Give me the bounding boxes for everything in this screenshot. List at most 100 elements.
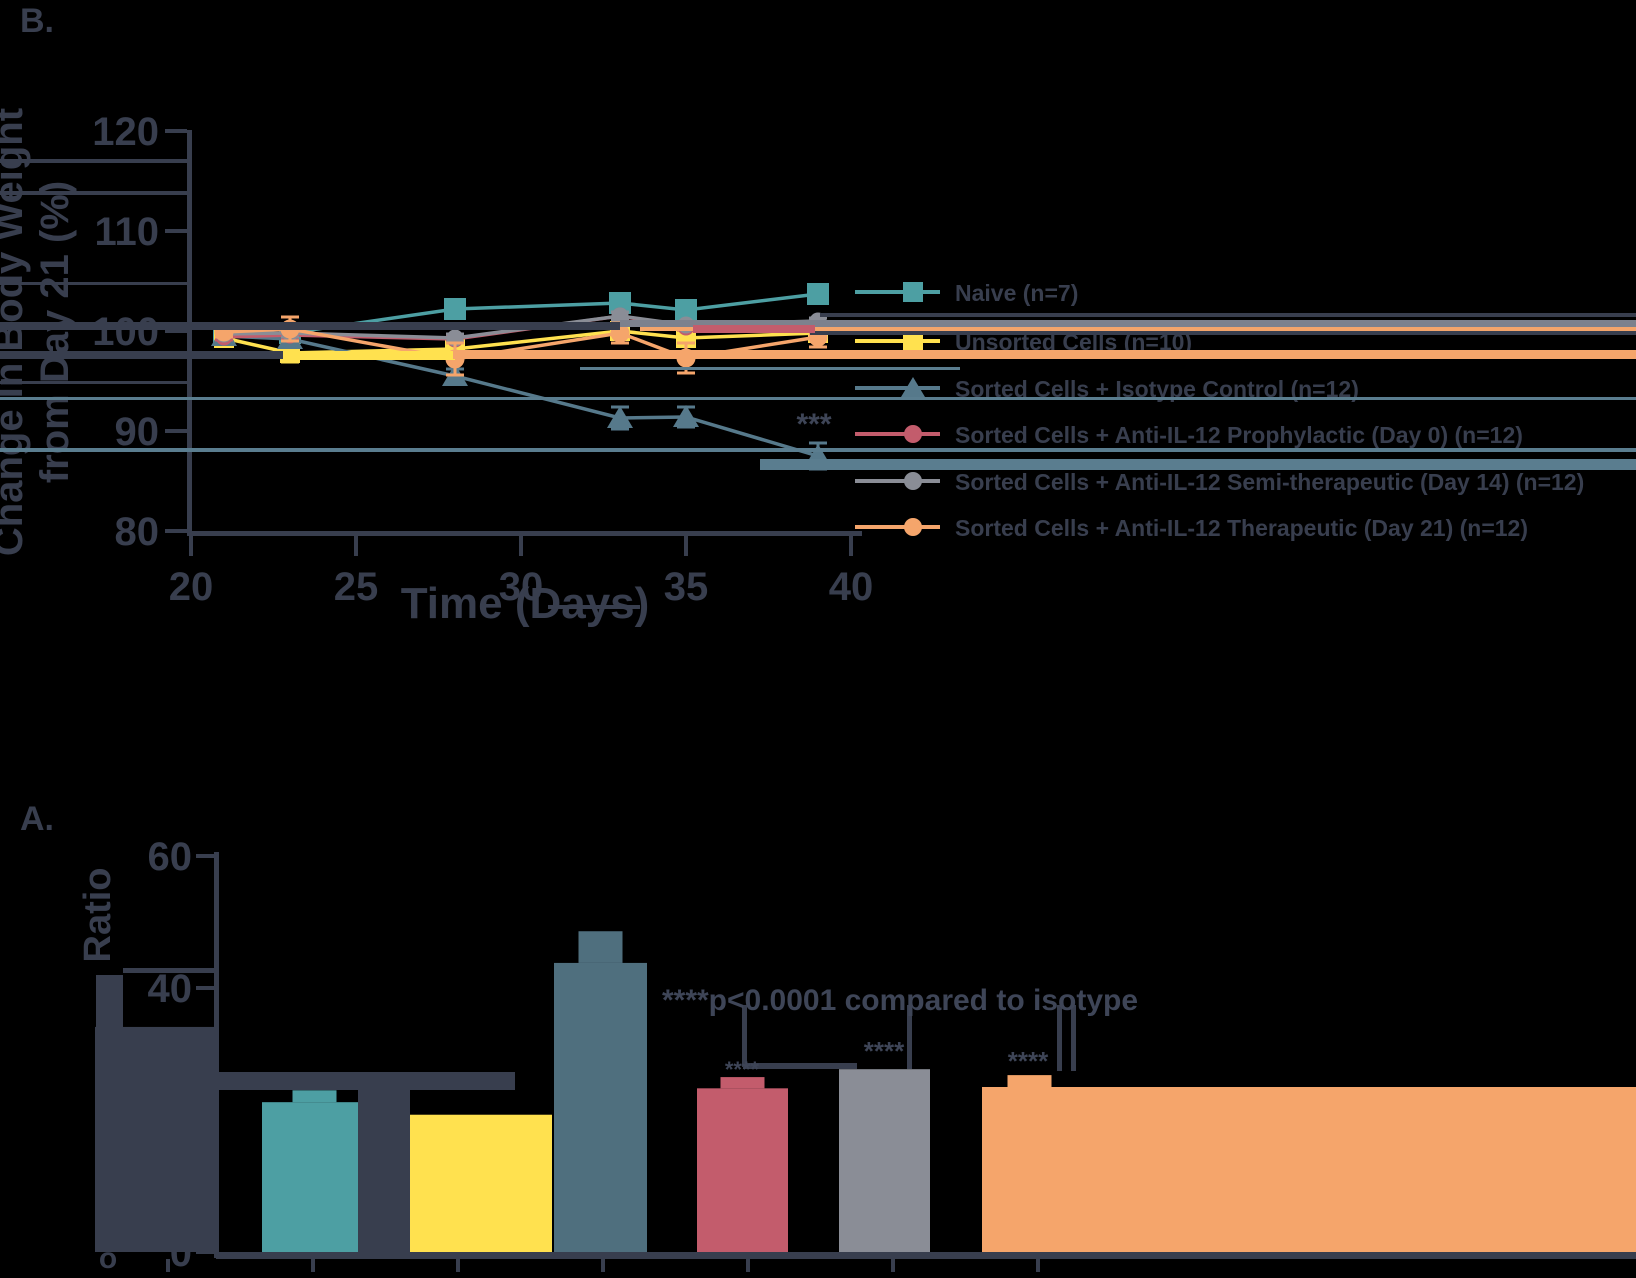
bar	[95, 1026, 215, 1252]
error-cap-bottom	[611, 427, 629, 431]
panel-b-label: B.	[20, 2, 54, 40]
legend-line	[855, 339, 940, 343]
panel-a-label: A.	[20, 800, 54, 838]
x-axis-line-a	[216, 1252, 1636, 1259]
x-tick-label-b: 35	[664, 565, 709, 609]
error-cap-top	[677, 341, 695, 345]
legend-label: Sorted Cells + Anti-IL-12 Semi-therapeut…	[955, 469, 1584, 495]
horizontal-artifact-band	[0, 322, 620, 330]
legend-label: Sorted Cells + Anti-IL-12 Prophylactic (…	[955, 422, 1523, 448]
legend-line	[855, 386, 940, 390]
horizontal-artifact-band	[0, 351, 285, 359]
artifact-bands-layer	[0, 159, 1636, 609]
left-margin-artifact-line	[0, 191, 192, 195]
x-tick-a	[456, 1259, 460, 1272]
left-margin-artifact-line	[0, 159, 192, 163]
legend-marker-circle	[904, 425, 922, 443]
bar	[554, 962, 647, 1252]
y-tick-label-a: 40	[148, 967, 193, 1011]
y-tick-b	[165, 429, 187, 433]
panel-a-bars	[95, 931, 1636, 1252]
error-cap-bottom	[611, 341, 629, 345]
legend-item: Sorted Cells + Anti-IL-12 Therapeutic (D…	[855, 515, 1528, 541]
panel-b-ylabel-line1: Change In Body Weight	[0, 108, 31, 556]
panel-a-artifact-rect	[358, 1072, 410, 1252]
error-cap-bottom	[809, 345, 827, 349]
x-tick-b	[684, 536, 688, 556]
x-tick-label-b: 20	[169, 565, 214, 609]
error-cap-bottom	[446, 373, 464, 377]
legend-marker-circle	[904, 472, 922, 490]
x-tick-a	[1036, 1259, 1040, 1272]
legend-item: Sorted Cells + Anti-IL-12 Prophylactic (…	[855, 422, 1523, 448]
x-tick-a	[891, 1259, 895, 1272]
legend-line	[855, 432, 940, 436]
bar-error-cap	[292, 1090, 337, 1103]
x-tick-a	[601, 1259, 605, 1272]
legend-line	[855, 479, 940, 483]
y-tick-a	[196, 854, 214, 858]
bar-error-cap	[1007, 1075, 1052, 1087]
bar	[982, 1087, 1636, 1252]
bar	[697, 1088, 788, 1252]
panel-a-ylabel: Ratio	[77, 868, 119, 963]
bar-significance-stars: ****	[1008, 1046, 1049, 1076]
series-line-2	[223, 329, 819, 355]
y-tick-b	[165, 329, 187, 333]
bar-error-cap	[578, 931, 623, 963]
panel-b-xlabel: Time (Days)	[401, 579, 650, 628]
error-cap-top	[281, 315, 299, 319]
legend-marker-triangle	[901, 377, 925, 397]
left-margin-artifact-line	[0, 381, 192, 384]
y-tick-label-b: 110	[94, 210, 159, 254]
bar	[839, 1069, 930, 1252]
bar	[410, 1114, 552, 1252]
x-tick-a	[311, 1259, 315, 1272]
panel-b-legend: Naive (n=7)Unsorted Cells (n=10)Sorted C…	[855, 280, 1584, 541]
error-cap-bottom	[281, 339, 299, 343]
legend-marker-square	[903, 331, 923, 351]
marker-square	[807, 283, 829, 305]
legend-label: Naive (n=7)	[955, 280, 1078, 306]
legend-item: Sorted Cells + Anti-IL-12 Semi-therapeut…	[855, 469, 1584, 495]
y-tick-a	[196, 986, 214, 990]
x-tick-b	[354, 536, 358, 556]
x-tick-label-b: 40	[829, 565, 874, 609]
bar-significance-stars: ****	[725, 1057, 760, 1082]
y-tick-b	[165, 129, 187, 133]
panel-b: B. Change In Body Weight from Day 21 (%)…	[0, 2, 1584, 628]
x-tick-a	[746, 1259, 750, 1272]
annotation-connector-line	[1071, 1005, 1076, 1071]
bar-significance-stars: ****	[864, 1036, 905, 1066]
horizontal-artifact-band	[640, 327, 1636, 331]
significance-stars-isotype: ***	[796, 408, 831, 441]
y-tick-label-b: 120	[92, 110, 159, 154]
x-tick-b	[519, 536, 523, 556]
legend-line	[855, 290, 940, 294]
horizontal-artifact-band	[283, 351, 455, 360]
horizontal-artifact-band	[810, 331, 1636, 335]
x-tick-label-b: 25	[334, 565, 379, 609]
marker-triangle	[607, 406, 633, 428]
horizontal-artifact-band	[580, 367, 960, 370]
legend-marker-circle	[904, 518, 922, 536]
panel-a-annotation: ****p<0.0001 compared to isotype	[662, 984, 1138, 1017]
panel-a-statistics: **** **** ****	[725, 1005, 1076, 1082]
y-tick-b	[165, 229, 187, 233]
x-tick-b	[189, 536, 193, 556]
marker-triangle	[673, 405, 699, 427]
horizontal-artifact-band	[0, 448, 1636, 452]
y-axis-line-b	[187, 130, 192, 536]
horizontal-artifact-band	[760, 459, 1636, 470]
x-axis-line-b	[187, 531, 862, 536]
y-tick-label-a: 60	[148, 835, 193, 879]
legend-marker-square	[903, 282, 923, 302]
error-cap-top	[809, 441, 827, 445]
y-tick-b	[165, 529, 187, 533]
annotation-connector-line	[1057, 1005, 1062, 1071]
x-tick-b	[849, 536, 853, 556]
horizontal-artifact-band	[453, 350, 1636, 359]
